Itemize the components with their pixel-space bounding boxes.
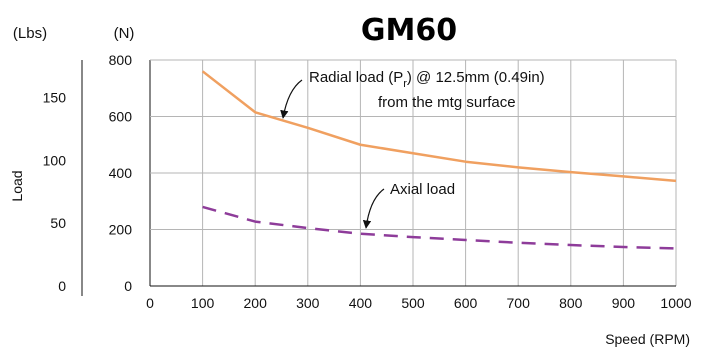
radial-load-line: [201, 70, 677, 183]
x-tick-label: 1000: [660, 295, 691, 311]
axial-load-annotation: Axial load: [390, 181, 455, 198]
y-tick-label-lbs: 50: [50, 215, 66, 231]
y-tick-label-lbs: 0: [58, 278, 66, 294]
x-tick-label: 800: [559, 295, 583, 311]
y-tick-label-n: 0: [124, 278, 132, 294]
x-tick-label: 700: [507, 295, 531, 311]
radial-annotation-arrow: [280, 79, 303, 119]
radial-label-post: ) @ 12.5mm (0.49in): [407, 69, 545, 86]
x-axis-label: Speed (RPM): [605, 331, 690, 347]
x-tick-label: 500: [401, 295, 425, 311]
x-tick-label: 0: [146, 295, 154, 311]
chart-title: GM60: [361, 13, 457, 48]
radial-load-annotation-line2: from the mtg surface: [378, 94, 516, 111]
axial-annotation-arrow: [362, 188, 385, 229]
y-tick-label-n: 800: [109, 52, 133, 68]
tick-labels: 0 100 200 300 400 500 600 700 800 900 100002004006…: [43, 52, 692, 311]
x-tick-label: 100: [191, 295, 215, 311]
x-tick-label: 400: [349, 295, 373, 311]
y-tick-label-n: 200: [109, 222, 133, 238]
radial-label-sub: r: [403, 78, 407, 90]
x-tick-label: 600: [454, 295, 478, 311]
y-tick-label-n: 400: [109, 165, 133, 181]
x-tick-label: 900: [612, 295, 636, 311]
y-unit-n: (N): [114, 25, 135, 42]
y-tick-label-n: 600: [109, 109, 133, 125]
axial-load-line: [202, 205, 677, 250]
x-tick-label: 300: [296, 295, 320, 311]
y-axis-label: Load: [9, 170, 25, 201]
y-tick-label-lbs: 150: [43, 90, 67, 106]
radial-label-pre: Radial load (P: [309, 69, 403, 86]
y-unit-lbs: (Lbs): [13, 25, 47, 42]
radial-load-annotation: Radial load (Pr) @ 12.5mm (0.49in): [309, 69, 545, 90]
y-tick-label-lbs: 100: [43, 152, 67, 168]
series-layer: [201, 70, 677, 250]
x-tick-label: 200: [244, 295, 268, 311]
